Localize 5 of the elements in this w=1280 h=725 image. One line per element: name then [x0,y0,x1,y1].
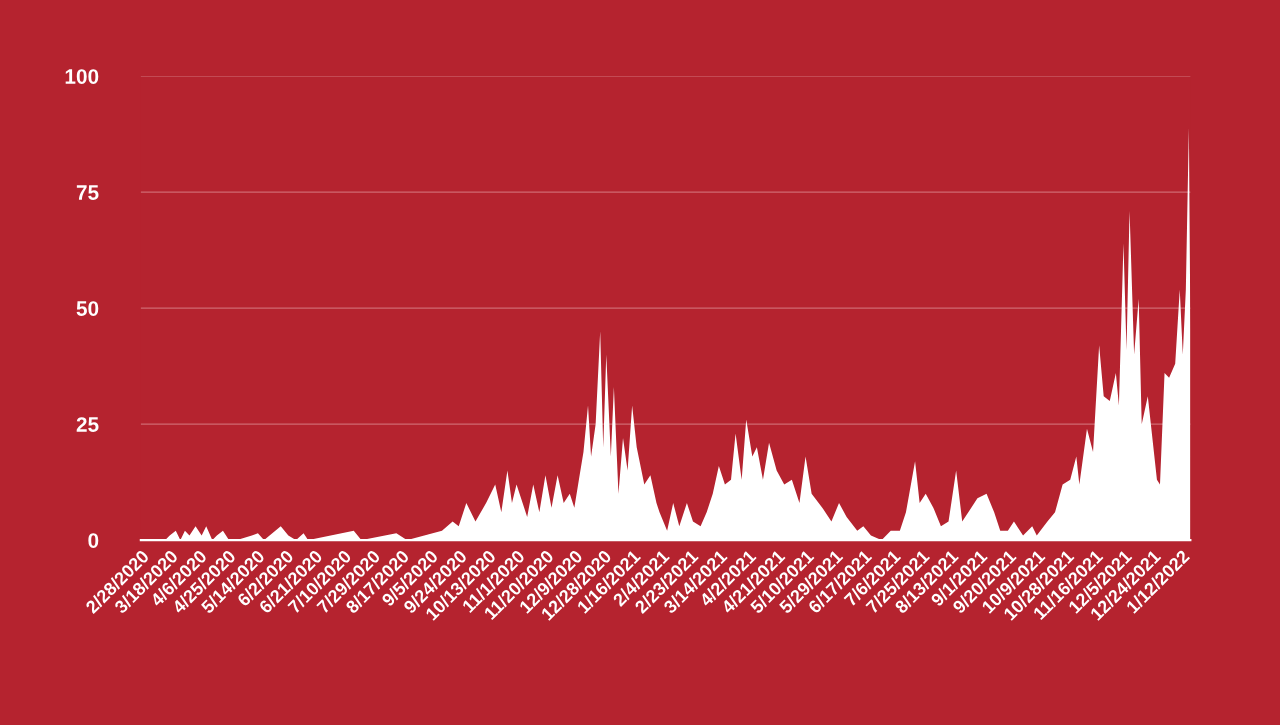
y-tick-label: 50 [76,301,99,316]
y-tick-label: 0 [88,533,99,548]
y-tick-label: 100 [65,69,99,84]
y-tick-label: 75 [76,185,99,200]
y-tick-label: 25 [76,417,99,432]
